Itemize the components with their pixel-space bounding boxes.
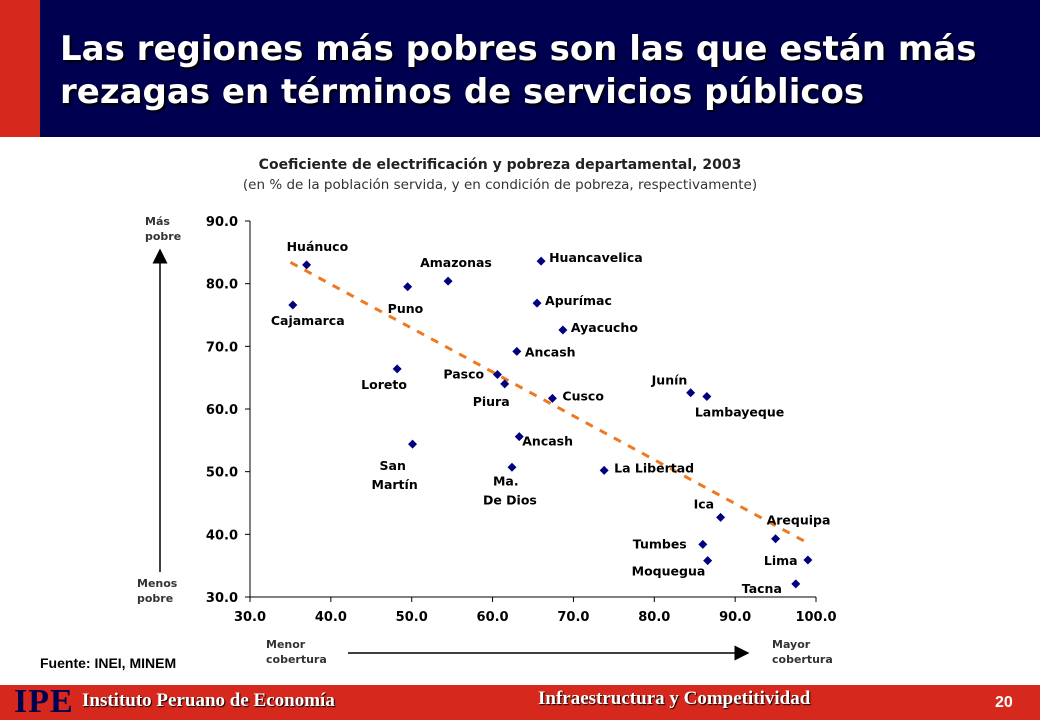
section-name: Infraestructura y Competitividad: [538, 688, 811, 709]
data-point-label: Lima: [764, 553, 798, 568]
data-point-label: Cajamarca: [271, 313, 345, 328]
data-point: [791, 579, 801, 589]
data-point: [803, 555, 813, 565]
data-point: [403, 282, 413, 292]
x-tick-label: 30.0: [234, 610, 266, 625]
chart-axes: 30.0 40.0 50.0 60.0 70.0 80.0 90.0 30.0 40.0 50.0…: [206, 215, 837, 625]
data-point: [392, 364, 402, 374]
data-point-label: Ancash: [522, 434, 573, 449]
data-point-label: Junín: [651, 373, 688, 388]
data-point-label: Piura: [473, 394, 510, 409]
data-point-label-line: San: [380, 458, 406, 473]
x-tick-label: 40.0: [315, 610, 347, 625]
data-point-label: Ma. De Dios: [483, 473, 537, 507]
chart-title: Coeficiente de electrificación y pobreza…: [258, 157, 742, 173]
data-point: [703, 556, 713, 566]
data-point-label: Ancash: [525, 344, 576, 359]
slide-footer: IPE Instituto Peruano de Economía Infrae…: [0, 683, 1040, 720]
data-point: [558, 325, 568, 335]
x-axis-right-label: Mayor cobertura: [772, 638, 833, 666]
data-labels-group: Huánuco Cajamarca Amazonas Puno Huancavelica…: [271, 239, 831, 596]
data-point-label: Apurímac: [545, 293, 612, 308]
data-point-label: Ica: [694, 496, 715, 511]
y-tick-label: 50.0: [206, 466, 238, 481]
data-point: [698, 539, 708, 549]
data-point: [536, 256, 546, 266]
data-point-label: Puno: [388, 301, 424, 316]
data-point-label-line: Ma.: [493, 473, 519, 488]
data-point-label: Ayacucho: [571, 320, 638, 335]
data-point-label: Cusco: [562, 388, 604, 403]
x-tick-label: 60.0: [477, 610, 509, 625]
data-point-label: Huánuco: [287, 239, 349, 254]
y-axis-bottom-label: Menos pobre: [137, 577, 178, 605]
data-point-label: Lambayeque: [695, 404, 784, 419]
data-point: [288, 300, 298, 310]
data-point-label: Pasco: [443, 367, 484, 382]
data-point: [702, 391, 712, 401]
data-point-label-line: Martín: [372, 477, 418, 492]
y-tick-label: 30.0: [206, 591, 238, 606]
header-accent-bar: [0, 0, 40, 137]
data-point: [512, 346, 522, 356]
x-axis-left-label: Menor cobertura: [266, 638, 327, 666]
page-number: 20: [995, 694, 1013, 711]
slide-title: Las regiones más pobres son las que está…: [60, 29, 977, 112]
y-axis-top-label: Más pobre: [145, 215, 182, 243]
data-points-group: [288, 256, 813, 589]
data-point-label: Tacna: [742, 581, 782, 596]
x-tick-label: 50.0: [396, 610, 428, 625]
trendline-group: [289, 261, 809, 545]
y-tick-label: 80.0: [206, 278, 238, 293]
data-point-label: Moquegua: [632, 564, 706, 579]
data-point-label: La Libertad: [614, 460, 694, 475]
data-point: [532, 298, 542, 308]
y-tick-label: 90.0: [206, 215, 238, 230]
data-point: [771, 534, 781, 544]
data-point: [443, 276, 453, 286]
data-point: [492, 370, 502, 380]
ipe-logo: IPE: [14, 683, 74, 720]
data-point: [514, 432, 524, 442]
data-point-label: San Martín: [372, 458, 418, 492]
data-point: [408, 439, 418, 449]
y-tick-label: 40.0: [206, 528, 238, 543]
data-point: [500, 379, 510, 389]
x-tick-label: 90.0: [719, 610, 751, 625]
data-point: [716, 512, 726, 522]
y-tick-label: 70.0: [206, 340, 238, 355]
data-point: [599, 465, 609, 475]
data-point: [686, 388, 696, 398]
x-tick-label: 80.0: [638, 610, 670, 625]
x-tick-label: 70.0: [557, 610, 589, 625]
data-point-label: Amazonas: [420, 255, 492, 270]
trendline: [289, 261, 809, 545]
data-point-label: Huancavelica: [549, 250, 643, 265]
data-point: [547, 393, 557, 403]
source-note: Fuente: INEI, MINEM: [40, 655, 177, 671]
chart-subtitle: (en % de la población servida, y en cond…: [242, 177, 758, 193]
institution-name: Instituto Peruano de Economía: [82, 690, 335, 711]
data-point-label-line: De Dios: [483, 492, 537, 507]
data-point: [507, 462, 517, 472]
slide-header: Las regiones más pobres son las que está…: [0, 0, 1040, 137]
data-point-label: Loreto: [361, 377, 407, 392]
y-tick-label: 60.0: [206, 403, 238, 418]
data-point-label: Arequipa: [767, 513, 831, 528]
x-tick-label: 100.0: [795, 610, 836, 625]
data-point-label: Tumbes: [633, 536, 687, 551]
data-point: [302, 260, 312, 270]
